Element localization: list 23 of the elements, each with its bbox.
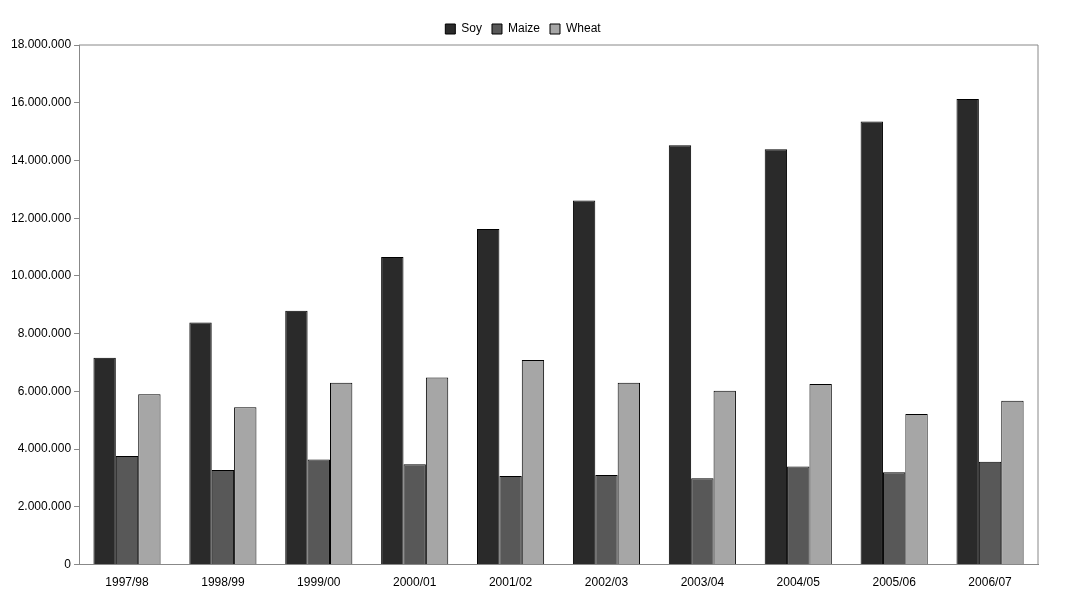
y-tick-label: 2.000.000 xyxy=(17,499,72,514)
y-tick-label: 18.000.000 xyxy=(11,37,72,52)
legend-label: Soy xyxy=(461,21,482,36)
x-tick-label: 2005/06 xyxy=(872,575,917,590)
y-tick-label: 14.000.000 xyxy=(11,152,72,167)
y-tick-label: 16.000.000 xyxy=(11,95,72,110)
x-tick-label: 2004/05 xyxy=(776,575,821,590)
y-tick-label: 10.000.000 xyxy=(11,268,72,283)
x-tick-label: 2002/03 xyxy=(584,575,629,590)
x-tick-label: 1998/99 xyxy=(201,575,245,590)
y-tick-label: 6.000.000 xyxy=(17,383,72,398)
y-tick-label: 4.000.000 xyxy=(17,441,72,456)
legend-label: Wheat xyxy=(566,21,602,36)
x-tick-label: 2003/04 xyxy=(680,575,725,590)
x-tick-label: 1999/00 xyxy=(297,575,341,590)
x-tick-label: 2006/07 xyxy=(968,575,1013,590)
y-tick-label: 12.000.000 xyxy=(11,210,72,225)
x-tick-label: 2001/02 xyxy=(488,575,533,590)
x-tick-label: 2000/01 xyxy=(392,575,437,590)
x-tick-label: 1997/98 xyxy=(105,575,150,590)
y-tick-label: 0 xyxy=(64,556,72,571)
legend-label: Maize xyxy=(507,21,541,36)
y-tick-label: 8.000.000 xyxy=(17,325,72,340)
